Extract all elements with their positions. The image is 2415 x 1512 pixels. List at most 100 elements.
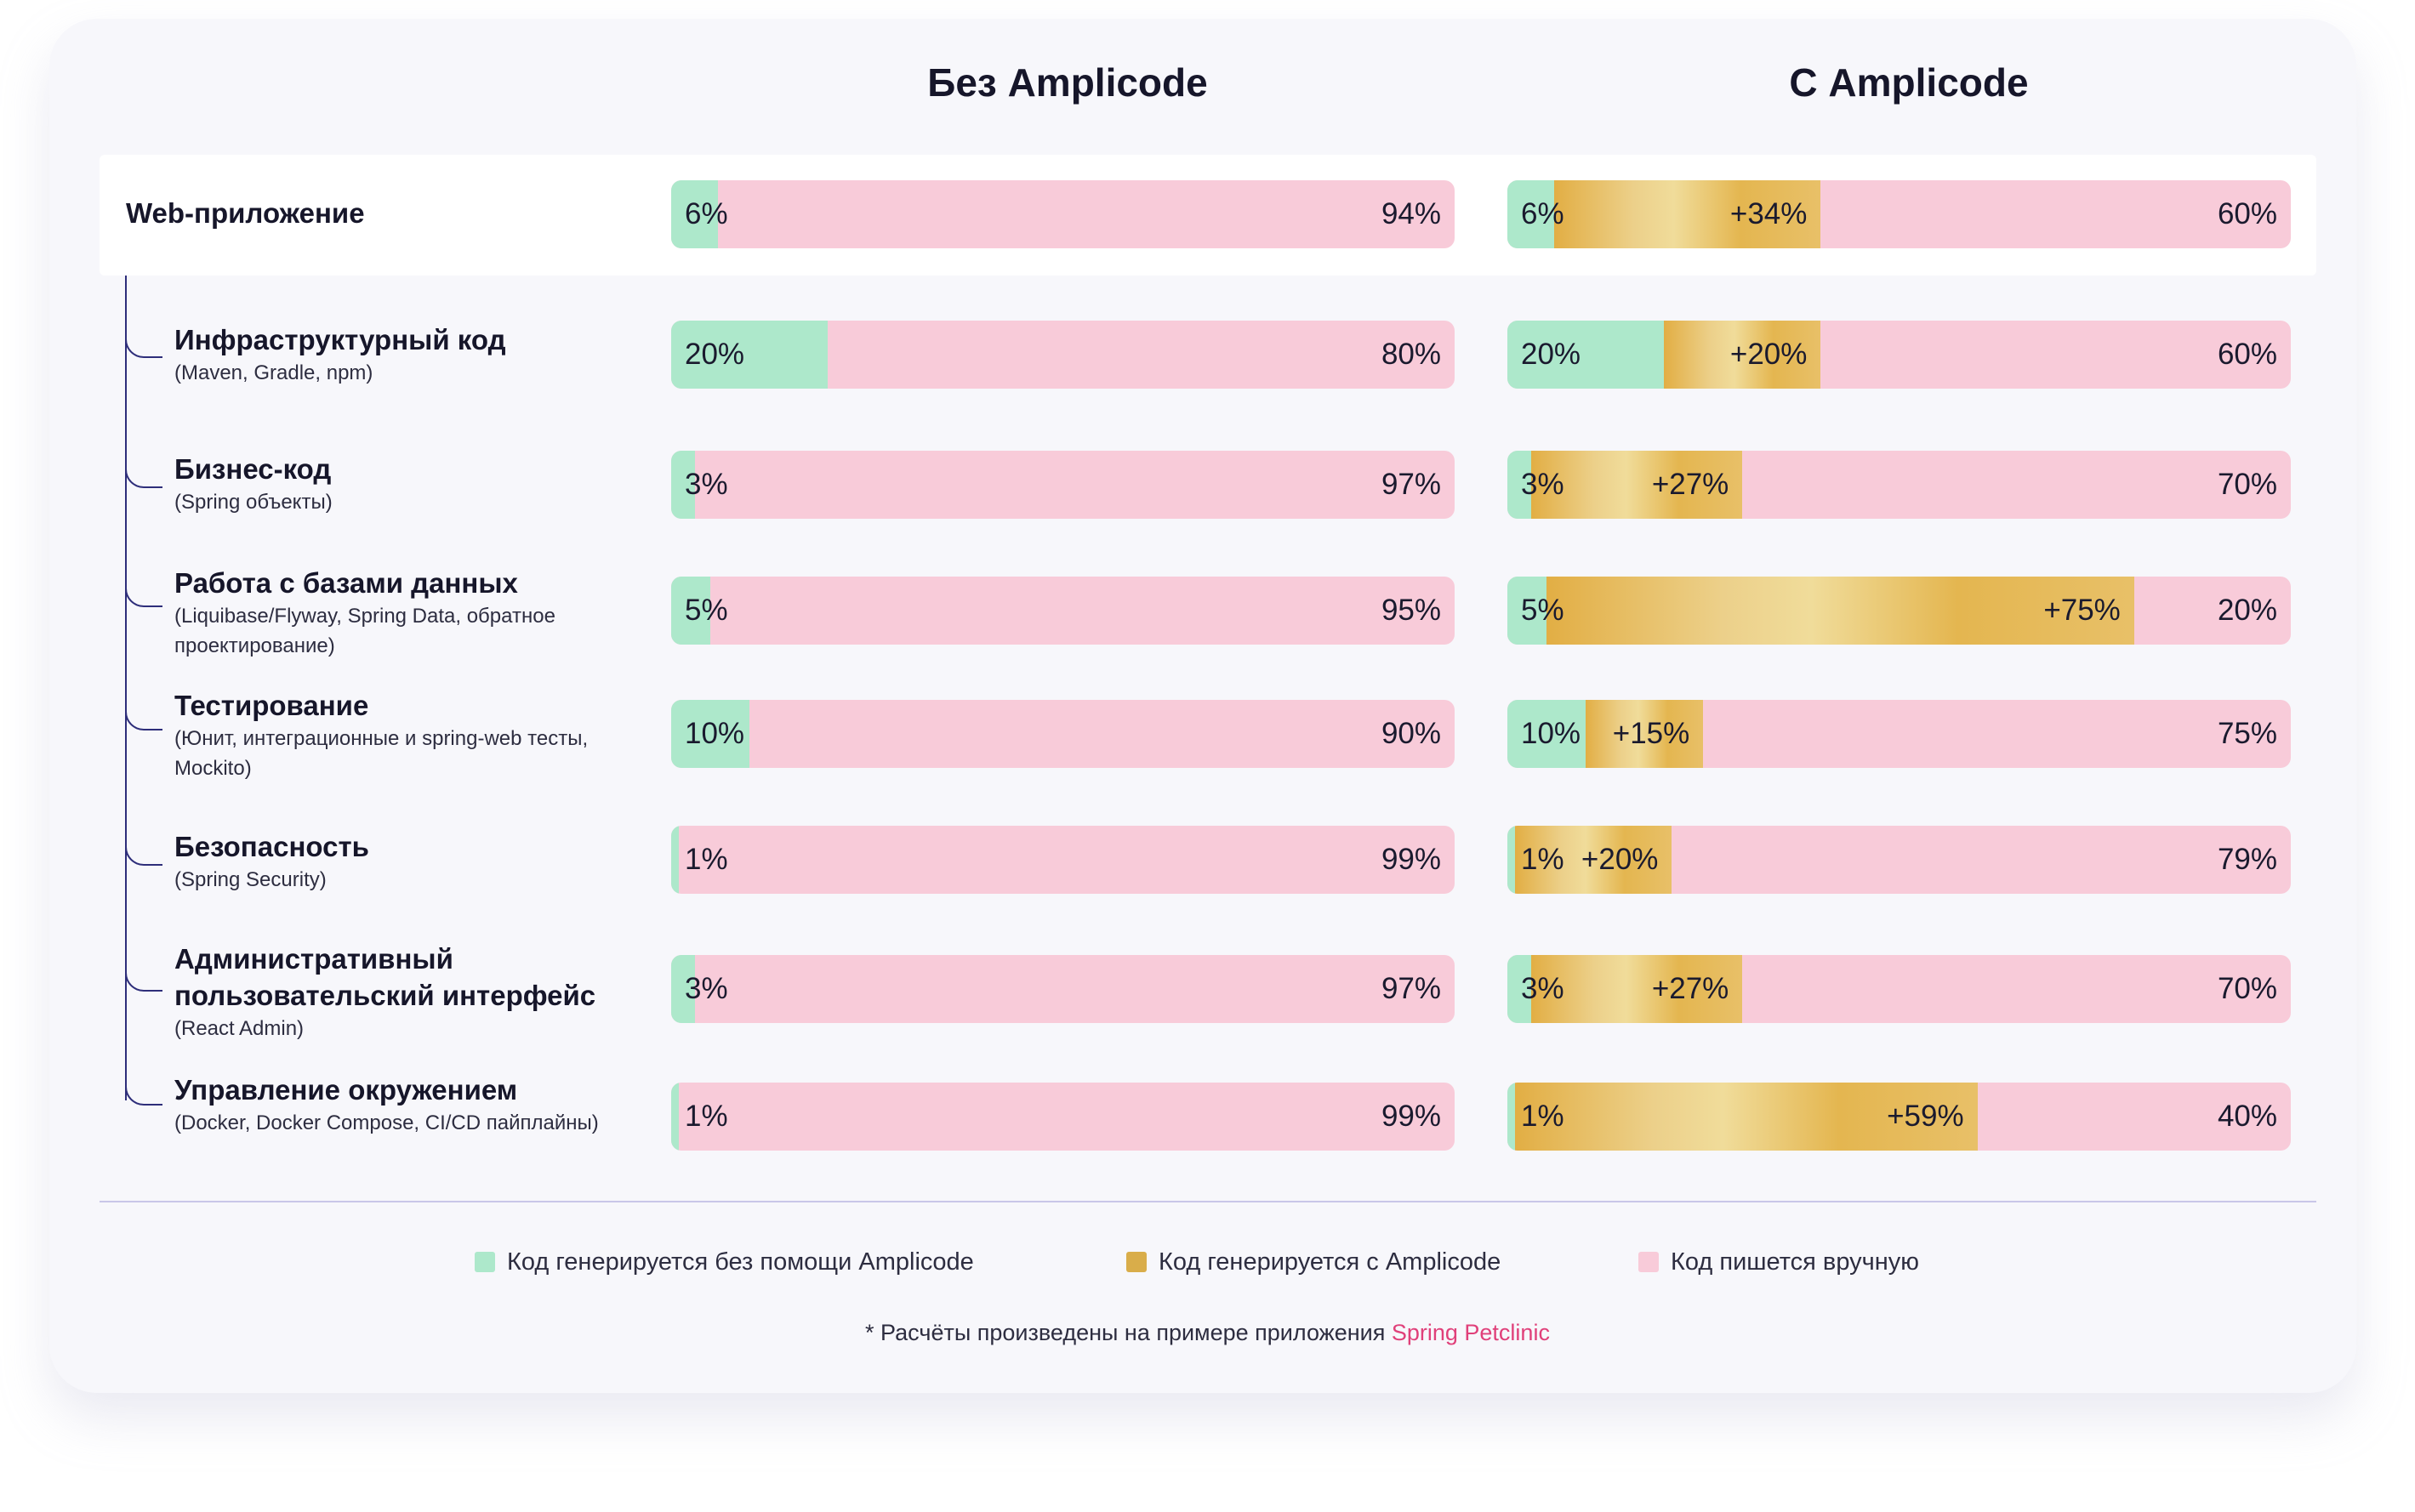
bar-segment-generated-with: [1530, 955, 1743, 1023]
legend-item-manual: Код пишется вручную: [1638, 1247, 1919, 1277]
bar-without: 3% 97%: [671, 451, 1455, 519]
bar-label-manual: 97%: [1381, 972, 1441, 1005]
tree-branch: [125, 968, 162, 992]
bar-label-manual: 94%: [1381, 197, 1441, 230]
bar-segment-generated-without: [1507, 826, 1516, 894]
bar-label-green: 1%: [685, 1100, 728, 1133]
bar-segment-generated-without: [671, 955, 695, 1023]
bar-segment-generated-without: [1507, 451, 1531, 519]
footnote-text: * Расчёты произведены на примере приложе…: [865, 1320, 1392, 1345]
bar-with: 5% +75% 20%: [1507, 577, 2291, 645]
legend-swatch-gold: [1126, 1252, 1147, 1272]
row-label: Работа с базами данных (Liquibase/Flyway,…: [174, 565, 651, 661]
bar-label-manual: 99%: [1381, 843, 1441, 876]
tree-branch: [125, 707, 162, 730]
row-label-title: Административный пользовательский интерф…: [174, 943, 596, 1011]
bar-label-green: 1%: [1521, 843, 1564, 876]
bar-without: 5% 95%: [671, 577, 1455, 645]
legend-label: Код генерируется без помощи Amplicode: [507, 1248, 974, 1276]
bar-segment-manual: [1672, 826, 2291, 894]
bar-segment-generated-without: [671, 577, 711, 645]
row-label-title: Бизнес-код: [174, 453, 332, 485]
bar-with: 1% +59% 40%: [1507, 1083, 2291, 1151]
bar-segment-generated-without: [1507, 700, 1586, 768]
bar-label-manual: 97%: [1381, 468, 1441, 501]
bar-segment-generated-without: [671, 451, 695, 519]
tree-branch: [125, 334, 162, 358]
bar-label-gold: +15%: [1612, 717, 1690, 750]
bar-label-manual: 70%: [2217, 972, 2277, 1005]
legend-swatch-pink: [1638, 1252, 1659, 1272]
row-label-subtitle: (Liquibase/Flyway, Spring Data, обратное…: [174, 605, 555, 657]
row-label: Безопасность (Spring Security): [174, 828, 651, 895]
legend-item-generated-without: Код генерируется без помощи Amplicode: [475, 1247, 974, 1277]
bar-without: 6% 94%: [671, 180, 1455, 248]
bar-label-manual: 79%: [2217, 843, 2277, 876]
row-label-title: Инфраструктурный код: [174, 324, 506, 355]
bar-label-gold: +27%: [1651, 972, 1729, 1005]
bar-segment-generated-without: [671, 700, 750, 768]
bar-segment-generated-without: [671, 321, 829, 389]
row-label-title: Управление окружением: [174, 1074, 518, 1106]
bar-segment-generated-without: [1507, 180, 1555, 248]
bar-segment-manual: [1742, 451, 2291, 519]
bar-with: 20% +20% 60%: [1507, 321, 2291, 389]
bar-label-manual: 40%: [2217, 1100, 2277, 1133]
bar-segment-generated-without: [671, 180, 719, 248]
bar-label-green: 1%: [1521, 1100, 1564, 1133]
footnote: * Расчёты произведены на примере приложе…: [0, 1320, 2415, 1346]
bar-label-gold: +59%: [1887, 1100, 1964, 1133]
column-title-without: Без Amplicode: [927, 60, 1208, 105]
bar-with: 3% +27% 70%: [1507, 451, 2291, 519]
row-label-subtitle: (React Admin): [174, 1017, 305, 1040]
bar-segment-manual: [695, 955, 1455, 1023]
bar-label-green: 20%: [1521, 338, 1581, 371]
bar-segment-manual: [1742, 955, 2291, 1023]
bar-label-green: 10%: [685, 717, 745, 750]
bar-label-manual: 75%: [2217, 717, 2277, 750]
bar-label-gold: +20%: [1729, 338, 1808, 371]
row-label-title: Работа с базами данных: [174, 567, 518, 599]
bar-label-manual: 80%: [1381, 338, 1441, 371]
tree-branch: [125, 1082, 162, 1106]
bar-with: 3% +27% 70%: [1507, 955, 2291, 1023]
bar-segment-generated-without: [1507, 577, 1547, 645]
bar-without: 20% 80%: [671, 321, 1455, 389]
legend-swatch-green: [475, 1252, 495, 1272]
bar-label-green: 3%: [1521, 972, 1564, 1005]
bar-segment-generated-without: [1507, 321, 1665, 389]
bar-label-green: 20%: [685, 338, 745, 371]
bar-label-gold: +75%: [2043, 594, 2121, 627]
bar-label-manual: 70%: [2217, 468, 2277, 501]
spring-petclinic-link[interactable]: Spring Petclinic: [1391, 1320, 1550, 1345]
row-label-title: Тестирование: [174, 690, 369, 721]
bar-with: 1% +20% 79%: [1507, 826, 2291, 894]
bar-without: 1% 99%: [671, 826, 1455, 894]
bar-label-manual: 60%: [2217, 338, 2277, 371]
bar-segment-manual: [679, 1083, 1455, 1151]
row-label: Бизнес-код (Spring объекты): [174, 451, 651, 517]
tree-connector: [125, 276, 127, 1100]
bar-label-green: 1%: [685, 843, 728, 876]
bar-label-manual: 60%: [2217, 197, 2277, 230]
row-label-subtitle: (Maven, Gradle, npm): [174, 361, 373, 384]
bar-segment-manual: [828, 321, 1455, 389]
bar-label-manual: 90%: [1381, 717, 1441, 750]
bar-label-green: 6%: [685, 197, 728, 230]
bar-label-manual: 95%: [1381, 594, 1441, 627]
bar-label-green: 5%: [1521, 594, 1564, 627]
bar-without: 3% 97%: [671, 955, 1455, 1023]
legend-divider: [100, 1201, 2316, 1202]
row-label-web-app: Web-приложение: [126, 197, 365, 229]
legend-item-generated-with: Код генерируется с Amplicode: [1126, 1247, 1501, 1277]
bar-segment-generated-with: [1546, 577, 2134, 645]
bar-segment-generated-with: [1586, 700, 1704, 768]
bar-label-green: 10%: [1521, 717, 1581, 750]
bar-segment-generated-with: [1515, 1083, 1978, 1151]
legend-label: Код пишется вручную: [1671, 1248, 1919, 1276]
row-label-subtitle: (Юнит, интеграционные и spring-web тесты…: [174, 727, 589, 780]
bar-label-green: 3%: [1521, 468, 1564, 501]
row-label: Тестирование (Юнит, интеграционные и spri…: [174, 687, 651, 783]
tree-branch: [125, 583, 162, 607]
bar-segment-manual: [718, 180, 1455, 248]
